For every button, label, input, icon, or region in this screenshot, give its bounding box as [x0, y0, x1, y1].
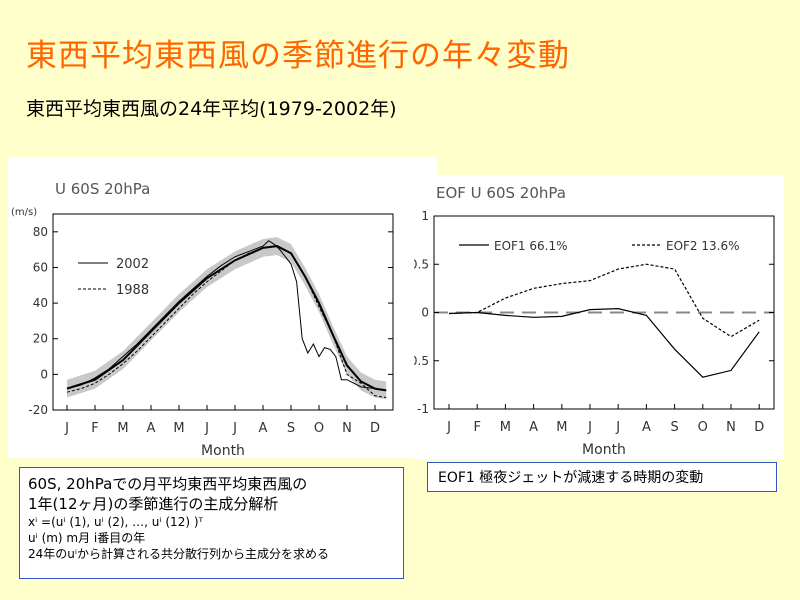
left-chart-panel: U 60S 20hPa (m/s) -20 0 20 40 60 80 J F M A M J J A S O N D…: [8, 157, 438, 459]
slide-subtitle: 東西平均東西風の24年平均(1979-2002年): [26, 98, 397, 120]
legend-label-eof2: EOF2 13.6%: [666, 239, 740, 253]
series-line-eof1: [448, 308, 760, 378]
legend-label-1988: 1988: [116, 283, 149, 298]
x-tick-label: M: [173, 421, 184, 436]
x-tick-label: N: [342, 421, 352, 436]
description-line-3: xⁱ =(uⁱ (1), uⁱ (2), …, uⁱ (12) )ᵀ: [28, 515, 204, 529]
y-axis-label: (m/s): [11, 207, 37, 218]
x-tick-label: S: [670, 420, 678, 435]
legend-label-eof1: EOF1 66.1%: [494, 239, 568, 253]
y-tick-label: 80: [33, 225, 48, 239]
description-line-4: uⁱ (m) m月 i番目の年: [28, 531, 146, 545]
x-tick-label: F: [91, 421, 98, 436]
series-line-eof2: [448, 263, 760, 338]
y-tick-label: -0.5: [414, 354, 429, 368]
x-tick-label: O: [698, 420, 708, 435]
x-tick-label: J: [615, 420, 620, 435]
analysis-description-box: 60S, 20hPaでの月平均東西平均東西風の 1年(12ヶ月)の季節進行の主成…: [19, 467, 404, 579]
x-tick-label: M: [556, 420, 567, 435]
x-tick-label: O: [314, 421, 324, 436]
right-chart-panel: EOF U 60S 20hPa -1 -0.5 0 0.5 1 J F M A M J J A S O N D Mo…: [406, 175, 784, 459]
legend-label-2002: 2002: [116, 257, 149, 272]
x-tick-label: D: [754, 420, 764, 435]
y-tick-label: -20: [28, 403, 48, 417]
y-tick-label: 0: [40, 367, 48, 381]
x-tick-label: D: [370, 421, 380, 436]
left-chart: U 60S 20hPa (m/s) -20 0 20 40 60 80 J F M A M J J A S O N D…: [11, 180, 394, 459]
x-tick-label: N: [726, 420, 736, 435]
x-tick-label: J: [446, 420, 451, 435]
y-tick-label: 20: [33, 332, 48, 346]
description-line-1: 60S, 20hPaでの月平均東西平均東西風の: [28, 475, 308, 493]
y-tick-label: 60: [33, 260, 48, 274]
x-tick-label: A: [529, 420, 538, 435]
x-axis-label: Month: [582, 442, 626, 458]
x-tick-label: J: [64, 421, 69, 436]
chart-title: EOF U 60S 20hPa: [436, 184, 566, 202]
description-line-2: 1年(12ヶ月)の季節進行の主成分解析: [28, 495, 279, 513]
x-tick-label: M: [117, 421, 128, 436]
x-tick-label: A: [147, 421, 156, 436]
y-tick-label: 1: [421, 209, 429, 223]
y-tick-label: 0.5: [414, 257, 429, 271]
x-tick-label: A: [642, 420, 651, 435]
y-tick-label: -1: [417, 402, 429, 416]
x-tick-label: F: [473, 420, 480, 435]
plot-frame: [52, 213, 394, 411]
x-tick-label: S: [287, 421, 295, 436]
series-line-mean: [66, 245, 387, 392]
x-tick-label: J: [587, 420, 592, 435]
chart-title: U 60S 20hPa: [55, 180, 150, 198]
description-line-5: 24年のuⁱから計算される共分散行列から主成分を求める: [28, 547, 330, 561]
eof1-caption-box: EOF1 極夜ジェットが減速する時期の変動: [427, 462, 777, 492]
x-tick-label: J: [232, 421, 237, 436]
x-tick-label: M: [500, 420, 511, 435]
x-axis-label: Month: [201, 443, 245, 457]
y-tick-label: 0: [421, 306, 429, 320]
variability-band: [67, 237, 387, 400]
x-tick-label: J: [204, 421, 209, 436]
series-line-2002: [66, 240, 387, 391]
x-tick-label: A: [259, 421, 268, 436]
right-chart: EOF U 60S 20hPa -1 -0.5 0 0.5 1 J F M A M J J A S O N D Mo…: [406, 184, 775, 458]
slide-title: 東西平均東西風の季節進行の年々変動: [26, 38, 570, 74]
y-tick-label: 40: [33, 296, 48, 310]
